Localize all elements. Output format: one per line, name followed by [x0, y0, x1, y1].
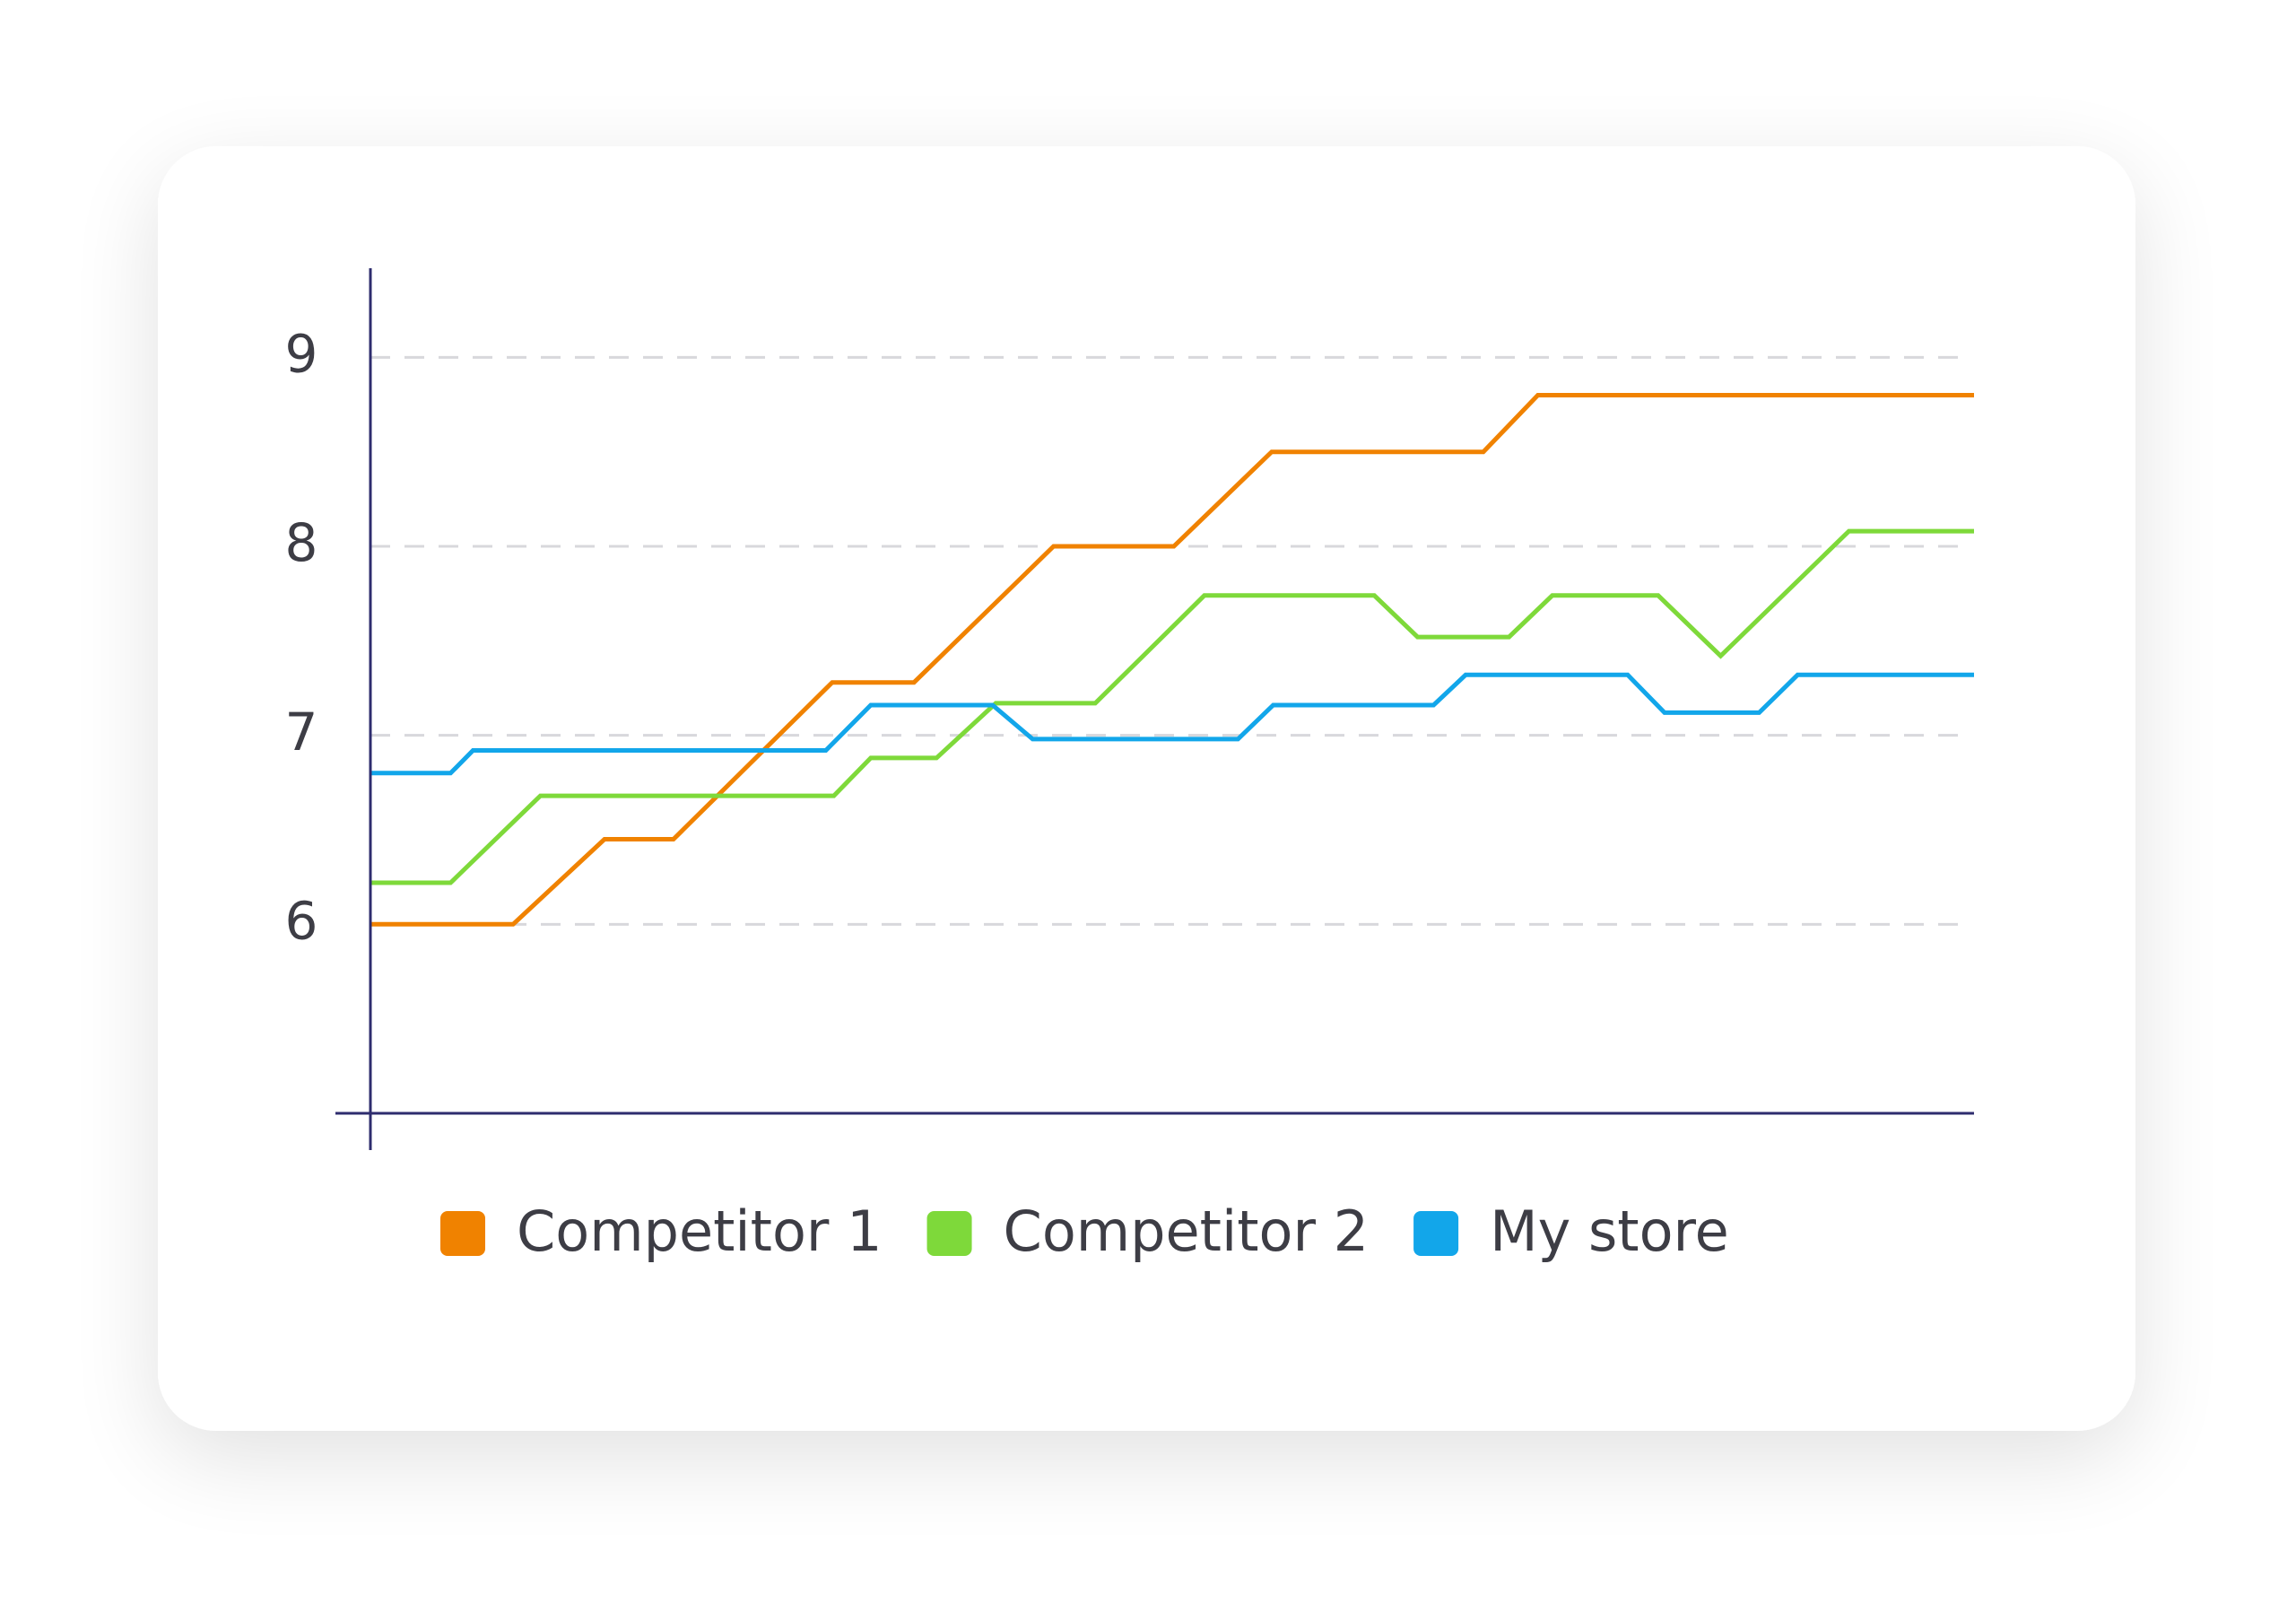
series-line: [370, 393, 1974, 927]
card: [158, 146, 2135, 1431]
legend-label: My store: [1490, 1199, 1729, 1264]
legend: Competitor 1 Competitor 2 My store: [440, 1199, 1729, 1264]
series-line: [370, 672, 1974, 776]
legend-swatch: [1413, 1211, 1459, 1256]
legend-swatch: [926, 1211, 972, 1256]
legend-label: Competitor 1: [517, 1199, 883, 1264]
lines: [370, 393, 1974, 927]
legend-label: Competitor 2: [1004, 1199, 1370, 1264]
y-tick-label: 7: [285, 702, 318, 763]
y-tick-label: 8: [285, 512, 318, 573]
series-line: [370, 528, 1974, 885]
legend-swatch: [440, 1211, 485, 1256]
y-tick-label: 6: [285, 890, 318, 951]
y-tick-label: 9: [285, 323, 318, 384]
